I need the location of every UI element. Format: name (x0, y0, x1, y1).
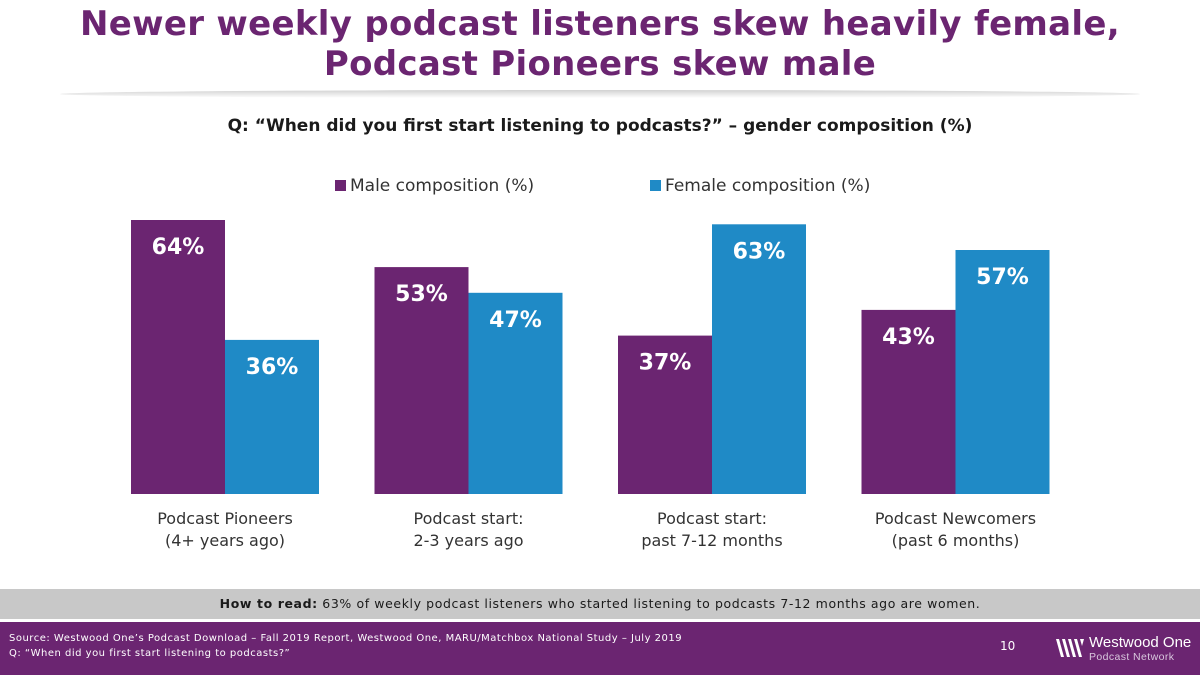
page-number: 10 (1000, 639, 1016, 653)
category-label-3-line-1: (past 6 months) (892, 531, 1020, 550)
category-label-2-line-1: past 7-12 months (641, 531, 782, 550)
bar-male-0 (131, 220, 225, 494)
bar-female-3 (955, 250, 1050, 494)
westwood-one-logo: Westwood One Podcast Network (1055, 634, 1195, 664)
legend-swatch-female (650, 180, 661, 191)
footer-bar: Source: Westwood One’s Podcast Download … (0, 622, 1200, 675)
source-note: Source: Westwood One’s Podcast Download … (9, 631, 682, 661)
legend-swatch-male (335, 180, 346, 191)
slide-title: Newer weekly podcast listeners skew heav… (0, 4, 1200, 84)
chart-legend: Male composition (%) Female composition … (0, 174, 1200, 198)
data-label-male-3: 43% (882, 325, 935, 350)
category-label-0-line-1: (4+ years ago) (165, 531, 285, 550)
source-line-1: Source: Westwood One’s Podcast Download … (9, 633, 683, 644)
bar-male-2 (618, 335, 712, 494)
logo-name: Westwood One (1089, 634, 1192, 651)
westwood-one-logo-icon (1056, 639, 1084, 657)
category-label-1-line-0: Podcast start: (414, 509, 524, 528)
how-to-read-label: How to read: (219, 596, 318, 611)
bar-female-2 (712, 224, 806, 495)
legend-label-female: Female composition (%) (665, 176, 871, 196)
legend-item-female: Female composition (%) (650, 174, 870, 198)
data-label-female-1: 47% (489, 308, 542, 333)
bar-chart: 64% 36% Podcast Pioneers (4+ years ago) 53% 4… (131, 220, 1050, 550)
title-line-1: Newer weekly podcast listeners skew heav… (80, 4, 1120, 44)
how-to-read-text: 63% of weekly podcast listeners who star… (317, 596, 981, 611)
legend-label-male: Male composition (%) (350, 176, 535, 196)
category-label-1-line-1: 2-3 years ago (413, 531, 523, 550)
data-label-male-2: 37% (639, 351, 692, 376)
data-label-female-2: 63% (733, 239, 786, 264)
bar-female-0 (225, 339, 319, 494)
data-label-male-0: 64% (152, 235, 205, 260)
category-label-0-line-0: Podcast Pioneers (157, 509, 293, 528)
chart-title: Q: “When did you first start listening t… (227, 116, 973, 136)
bar-male-3 (861, 309, 956, 494)
bar-female-1 (468, 292, 563, 494)
logo-subtitle: Podcast Network (1089, 651, 1175, 663)
title-line-2: Podcast Pioneers skew male (323, 44, 877, 84)
source-line-2: Q: “When did you first start listening t… (9, 648, 291, 659)
category-label-3-line-0: Podcast Newcomers (875, 509, 1036, 528)
title-divider-shadow (60, 90, 1140, 98)
bar-male-1 (374, 267, 469, 494)
category-label-2-line-0: Podcast start: (657, 509, 767, 528)
data-label-female-0: 36% (246, 355, 299, 380)
data-label-male-1: 53% (395, 282, 448, 307)
how-to-read-banner: How to read: 63% of weekly podcast liste… (0, 589, 1200, 619)
data-label-female-3: 57% (976, 265, 1029, 290)
legend-item-male: Male composition (%) (335, 174, 534, 198)
